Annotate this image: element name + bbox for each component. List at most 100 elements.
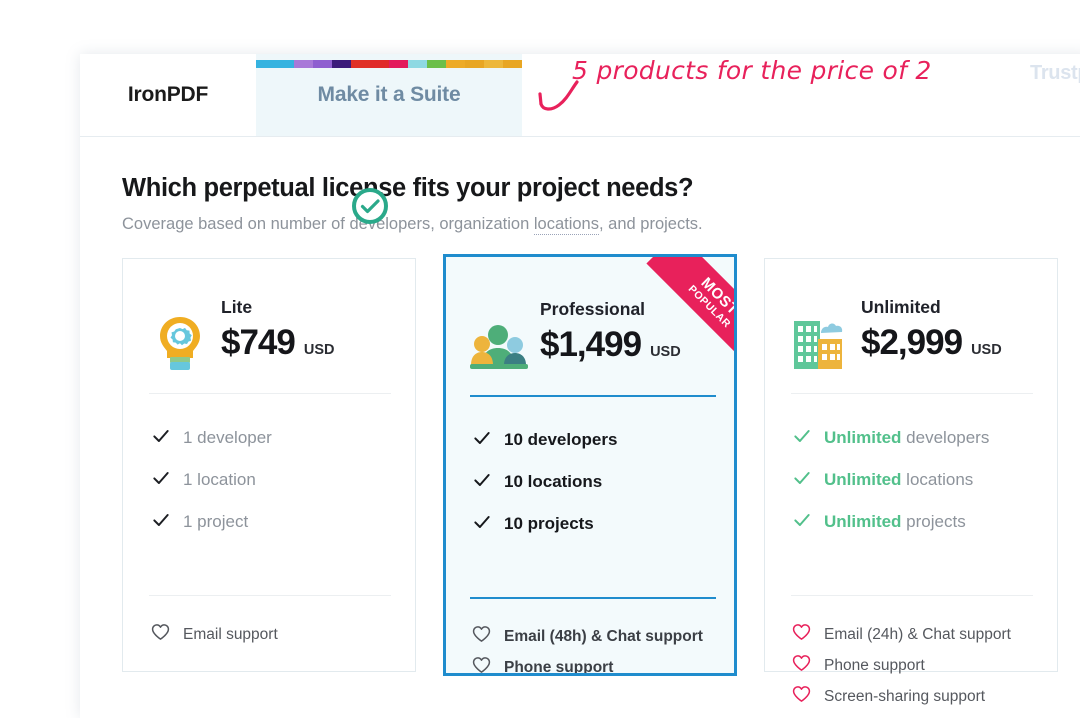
feature-emphasis: Unlimited <box>824 470 902 489</box>
support-item: Email (48h) & Chat support <box>472 621 703 652</box>
card-divider-bottom <box>791 595 1033 596</box>
subtitle-before: Coverage based on number of developers, … <box>122 215 534 233</box>
rainbow-segment-7 <box>389 60 408 68</box>
plan-price-unlimited: $2,999 <box>861 322 963 362</box>
rainbow-segment-0 <box>256 60 275 68</box>
check-icon <box>472 512 496 537</box>
plan-currency-lite: USD <box>303 341 335 358</box>
card-divider-bottom <box>470 597 716 599</box>
card-divider-top <box>149 393 391 394</box>
check-icon <box>151 468 175 493</box>
card-divider-bottom <box>149 595 391 596</box>
rainbow-segment-5 <box>351 60 370 68</box>
rainbow-segment-1 <box>275 60 294 68</box>
check-icon <box>151 510 175 535</box>
plan-card-lite[interactable]: Lite $749 USD 1 developer 1 location 1 pro… <box>122 258 416 672</box>
feature-label: 10 locations <box>504 472 603 491</box>
support-item: Screen-sharing support <box>792 681 1011 712</box>
plan-header-lite: Lite $749 USD <box>151 297 335 375</box>
product-tabbar: IronPDF Make it a Suite <box>80 54 1080 136</box>
check-icon <box>151 426 175 451</box>
suite-rainbow-bar <box>256 60 522 68</box>
people-group-icon <box>470 313 528 377</box>
feature-label: 10 developers <box>504 430 618 449</box>
feature-label: 1 developer <box>183 428 272 447</box>
plan-name-lite: Lite <box>221 297 253 317</box>
check-icon <box>792 510 816 535</box>
price-row-lite: $749 USD <box>221 325 335 360</box>
feature-list-unlimited: Unlimited developers Unlimited locations U… <box>792 417 989 543</box>
subtitle-after: , and projects. <box>598 215 703 233</box>
plan-name-unlimited: Unlimited <box>861 297 941 317</box>
feature-label: Unlimited locations <box>824 470 974 489</box>
rainbow-segment-11 <box>465 60 484 68</box>
price-row-unlimited: $2,999 USD <box>861 325 1002 360</box>
tab-make-it-a-suite-label: Make it a Suite <box>317 83 461 106</box>
feature-label: Unlimited projects <box>824 512 966 531</box>
feature-item: 10 projects <box>472 503 617 545</box>
plan-card-unlimited[interactable]: Unlimited $2,999 USD Unlimited developer… <box>764 258 1058 705</box>
heart-icon <box>472 625 494 648</box>
feature-label: 10 projects <box>504 514 594 533</box>
feature-item: 1 developer <box>151 417 272 459</box>
feature-item: Unlimited locations <box>792 459 989 501</box>
support-list-professional: Email (48h) & Chat support Phone support <box>472 621 703 676</box>
feature-label: 1 project <box>183 512 249 531</box>
heart-icon <box>792 623 814 646</box>
feature-label: Unlimited developers <box>824 428 990 447</box>
support-label: Phone support <box>824 656 925 674</box>
card-divider-top <box>470 395 716 397</box>
support-list-unlimited: Email (24h) & Chat support Phone support S… <box>792 619 1011 712</box>
handwritten-annotation: 5 products for the price of 2 <box>572 56 932 85</box>
rainbow-segment-2 <box>294 60 313 68</box>
rainbow-segment-10 <box>446 60 465 68</box>
feature-item: 1 project <box>151 501 272 543</box>
support-label: Email (48h) & Chat support <box>504 627 703 645</box>
plan-currency-unlimited: USD <box>971 341 1002 358</box>
check-icon <box>472 428 496 453</box>
feature-list-lite: 1 developer 1 location 1 project <box>151 417 272 543</box>
feature-item: 1 location <box>151 459 272 501</box>
plan-card-professional[interactable]: MOST POPULAR <box>443 254 737 676</box>
tab-ironpdf[interactable]: IronPDF <box>80 54 256 136</box>
trustpilot-badge: Trustpilot <box>1030 62 1080 84</box>
tab-ironpdf-label: IronPDF <box>127 83 209 106</box>
plan-price-professional: $1,499 <box>540 324 642 364</box>
support-label: Screen-sharing support <box>824 687 986 705</box>
check-icon <box>792 426 816 451</box>
check-icon <box>792 468 816 493</box>
support-label: Email (24h) & Chat support <box>824 625 1011 643</box>
plan-header-professional: Professional $1,499 USD <box>470 300 681 377</box>
page-title: Which perpetual license fits your projec… <box>122 174 694 202</box>
rainbow-segment-12 <box>484 60 503 68</box>
plan-currency-professional: USD <box>650 343 681 360</box>
rainbow-segment-9 <box>427 60 446 68</box>
feature-item: Unlimited projects <box>792 501 989 543</box>
selected-plan-check-icon <box>350 186 390 226</box>
card-divider-top <box>791 393 1033 394</box>
check-icon <box>472 470 496 495</box>
locations-tooltip-link[interactable]: locations <box>533 215 599 235</box>
feature-emphasis: Unlimited <box>824 512 902 531</box>
rainbow-segment-6 <box>370 60 389 68</box>
plan-price-lite: $749 <box>221 322 296 362</box>
heart-icon <box>792 685 814 708</box>
pricing-panel: IronPDF Make it a Suite Which perpetual … <box>80 54 1080 718</box>
heart-icon <box>472 656 494 673</box>
support-item: Phone support <box>472 652 703 676</box>
plan-header-unlimited: Unlimited $2,999 USD <box>791 297 1002 375</box>
support-item: Email support <box>151 619 278 650</box>
support-label: Phone support <box>504 658 614 676</box>
tabbar-divider <box>80 136 1080 137</box>
support-list-lite: Email support <box>151 619 278 650</box>
feature-item: 10 locations <box>472 461 617 503</box>
buildings-cloud-icon <box>791 311 849 375</box>
price-row-professional: $1,499 USD <box>540 327 681 362</box>
feature-list-professional: 10 developers 10 locations 10 projects <box>472 419 617 545</box>
rainbow-segment-3 <box>313 60 332 68</box>
rainbow-segment-4 <box>332 60 351 68</box>
support-item: Email (24h) & Chat support <box>792 619 1011 650</box>
heart-icon <box>151 623 173 646</box>
support-item: Phone support <box>792 650 1011 681</box>
page-subtitle: Coverage based on number of developers, … <box>122 215 703 235</box>
